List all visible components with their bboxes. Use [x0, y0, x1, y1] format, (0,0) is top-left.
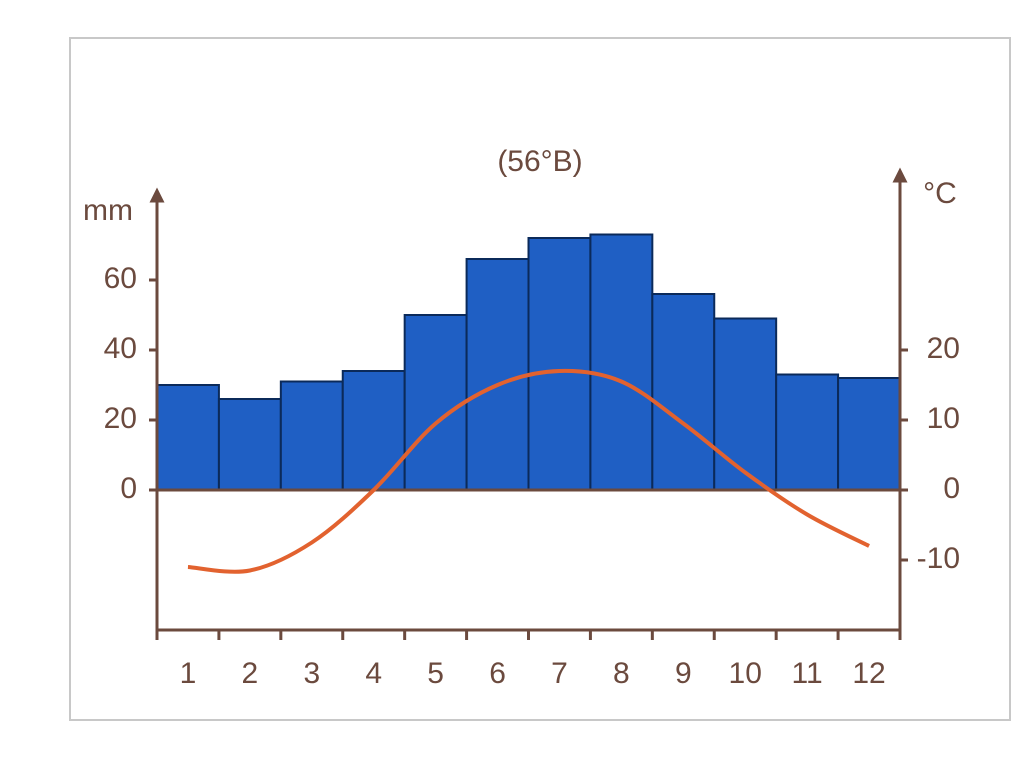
- x-tick-label: 9: [675, 657, 692, 690]
- y-tick-label: 60: [104, 262, 137, 295]
- x-tick-label: 1: [180, 657, 197, 690]
- x-tick-label: 7: [551, 657, 568, 690]
- x-tick-label: 12: [852, 657, 885, 690]
- bar: [341, 370, 406, 491]
- x-tick-label: 5: [427, 657, 444, 690]
- y-tick-label: 20: [104, 402, 137, 435]
- y2-axis-label: °C: [923, 177, 957, 210]
- temperature-line: [187, 368, 870, 574]
- x-tick-label: 10: [729, 657, 762, 690]
- y-tick-label: 0: [120, 472, 137, 505]
- chart-title: (56°B): [497, 145, 582, 178]
- y-axis-label: mm: [83, 194, 133, 227]
- bar: [775, 373, 840, 491]
- x-tick-label: 2: [242, 657, 259, 690]
- bar: [217, 398, 282, 491]
- bar: [589, 233, 654, 491]
- bar: [527, 237, 592, 491]
- x-tick-label: 4: [365, 657, 382, 690]
- x-tick-label: 11: [792, 657, 823, 690]
- bar: [837, 377, 901, 491]
- bar: [156, 384, 220, 491]
- bar: [713, 317, 778, 491]
- y2-tick-label: 10: [927, 402, 960, 435]
- x-tick-label: 3: [303, 657, 320, 690]
- y2-tick-label: -10: [917, 542, 960, 575]
- bar: [403, 314, 468, 491]
- x-tick-label: 8: [613, 657, 630, 690]
- bar: [465, 258, 530, 491]
- bar: [279, 380, 344, 491]
- x-tick-label: 6: [489, 657, 506, 690]
- y2-tick-label: 0: [943, 472, 960, 505]
- y2-tick-label: 20: [927, 332, 960, 365]
- bar: [651, 293, 716, 491]
- y-tick-label: 40: [104, 332, 137, 365]
